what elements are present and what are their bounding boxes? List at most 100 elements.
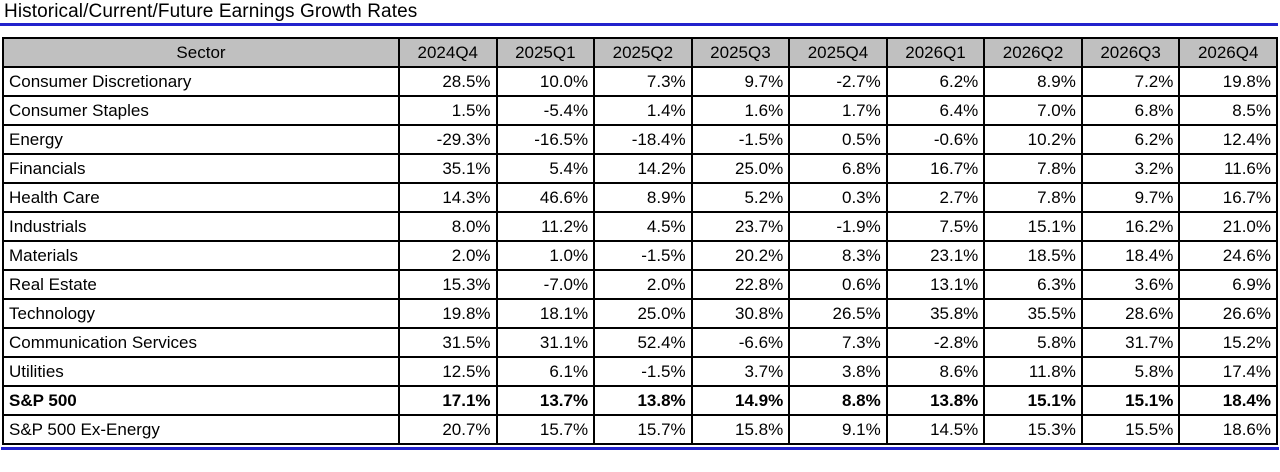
value-cell: 15.1% (983, 385, 1083, 416)
value-cell: 6.8% (788, 153, 888, 184)
value-cell: 5.8% (1080, 356, 1181, 387)
table-row: Utilities 12.5% 6.1% -1.5% 3.7% 3.8% 8.6% 11.8%… (2, 356, 1278, 387)
value-cell: -16.5% (495, 124, 596, 155)
value-cell: 28.6% (1080, 298, 1181, 329)
value-cell: 14.9% (690, 385, 791, 416)
value-cell: 4.5% (593, 211, 693, 242)
column-header-quarter: 2025Q3 (690, 37, 791, 68)
value-cell: 10.2% (983, 124, 1083, 155)
value-cell: 16.7% (885, 153, 986, 184)
value-cell: 8.6% (885, 356, 986, 387)
value-cell: 7.2% (1080, 66, 1181, 97)
value-cell: 15.5% (1080, 414, 1181, 445)
value-cell: 17.4% (1178, 356, 1278, 387)
value-cell: 22.8% (690, 269, 791, 300)
value-cell: -2.7% (788, 66, 888, 97)
value-cell: 28.5% (398, 66, 498, 97)
sector-cell: Technology (2, 298, 400, 329)
value-cell: 8.9% (983, 66, 1083, 97)
value-cell: 15.2% (1178, 327, 1278, 358)
value-cell: 19.8% (1178, 66, 1278, 97)
value-cell: 26.5% (788, 298, 888, 329)
value-cell: 3.8% (788, 356, 888, 387)
value-cell: 52.4% (593, 327, 693, 358)
column-header-quarter: 2026Q1 (885, 37, 986, 68)
value-cell: 16.2% (1080, 211, 1181, 242)
value-cell: 25.0% (690, 153, 791, 184)
table-row: Energy -29.3% -16.5% -18.4% -1.5% 0.5% -0.6% 10… (2, 124, 1278, 155)
value-cell: 6.3% (983, 269, 1083, 300)
value-cell: 6.2% (1080, 124, 1181, 155)
value-cell: 25.0% (593, 298, 693, 329)
value-cell: 7.8% (983, 153, 1083, 184)
sector-cell: Energy (2, 124, 400, 155)
table-header-row: Sector 2024Q4 2025Q1 2025Q2 2025Q3 2025Q4 2026… (2, 37, 1278, 68)
value-cell: 10.0% (495, 66, 596, 97)
table-row: Consumer Staples 1.5% -5.4% 1.4% 1.6% 1.7% 6.4… (2, 95, 1278, 126)
table-row: Materials 2.0% 1.0% -1.5% 20.2% 8.3% 23.1% 18.5… (2, 240, 1278, 271)
value-cell: 8.9% (593, 182, 693, 213)
sector-cell: Financials (2, 153, 400, 184)
value-cell: 8.0% (398, 211, 498, 242)
value-cell: 12.4% (1178, 124, 1278, 155)
sector-cell: S&P 500 (2, 385, 400, 416)
value-cell: 21.0% (1178, 211, 1278, 242)
table-body: Consumer Discretionary 28.5% 10.0% 7.3% 9.7%… (2, 66, 1278, 445)
value-cell: 20.7% (398, 414, 498, 445)
value-cell: -6.6% (690, 327, 791, 358)
value-cell: 19.8% (398, 298, 498, 329)
value-cell: 7.3% (788, 327, 888, 358)
value-cell: 1.7% (788, 95, 888, 126)
bottom-underline (1, 447, 1279, 450)
sector-cell: S&P 500 Ex-Energy (2, 414, 400, 445)
value-cell: 5.2% (690, 182, 791, 213)
table-row: Technology 19.8% 18.1% 25.0% 30.8% 26.5% 35.8%… (2, 298, 1278, 329)
value-cell: 35.5% (983, 298, 1083, 329)
table-row: Industrials 8.0% 11.2% 4.5% 23.7% -1.9% 7.5% 15… (2, 211, 1278, 242)
column-header-quarter: 2025Q4 (788, 37, 888, 68)
value-cell: 9.7% (690, 66, 791, 97)
column-header-quarter: 2025Q2 (593, 37, 693, 68)
column-header-quarter: 2026Q4 (1178, 37, 1278, 68)
value-cell: 9.1% (788, 414, 888, 445)
table-row: Consumer Discretionary 28.5% 10.0% 7.3% 9.7%… (2, 66, 1278, 97)
value-cell: 15.3% (983, 414, 1083, 445)
value-cell: 1.5% (398, 95, 498, 126)
value-cell: 5.8% (983, 327, 1083, 358)
sector-cell: Utilities (2, 356, 400, 387)
value-cell: 46.6% (495, 182, 596, 213)
value-cell: 8.5% (1178, 95, 1278, 126)
value-cell: 15.8% (690, 414, 791, 445)
table-row: Real Estate 15.3% -7.0% 2.0% 22.8% 0.6% 13.1% 6… (2, 269, 1278, 300)
value-cell: 3.2% (1080, 153, 1181, 184)
value-cell: 20.2% (690, 240, 791, 271)
value-cell: -2.8% (885, 327, 986, 358)
column-header-quarter: 2024Q4 (398, 37, 498, 68)
value-cell: -29.3% (398, 124, 498, 155)
sector-cell: Consumer Discretionary (2, 66, 400, 97)
value-cell: 15.1% (1080, 385, 1181, 416)
value-cell: 7.5% (885, 211, 986, 242)
value-cell: -1.5% (690, 124, 791, 155)
value-cell: 2.0% (593, 269, 693, 300)
column-header-quarter: 2026Q2 (983, 37, 1083, 68)
value-cell: 16.7% (1178, 182, 1278, 213)
value-cell: 1.4% (593, 95, 693, 126)
value-cell: 13.8% (593, 385, 693, 416)
value-cell: 31.7% (1080, 327, 1181, 358)
value-cell: -1.5% (593, 240, 693, 271)
value-cell: 6.1% (495, 356, 596, 387)
earnings-growth-table: Sector 2024Q4 2025Q1 2025Q2 2025Q3 2025Q4 2026… (2, 37, 1278, 445)
value-cell: 18.1% (495, 298, 596, 329)
value-cell: 18.5% (983, 240, 1083, 271)
column-header-quarter: 2025Q1 (495, 37, 596, 68)
value-cell: 15.7% (593, 414, 693, 445)
column-header-quarter: 2026Q3 (1080, 37, 1181, 68)
value-cell: 2.7% (885, 182, 986, 213)
value-cell: 3.7% (690, 356, 791, 387)
value-cell: 1.0% (495, 240, 596, 271)
value-cell: 0.5% (788, 124, 888, 155)
value-cell: 35.8% (885, 298, 986, 329)
value-cell: 7.8% (983, 182, 1083, 213)
